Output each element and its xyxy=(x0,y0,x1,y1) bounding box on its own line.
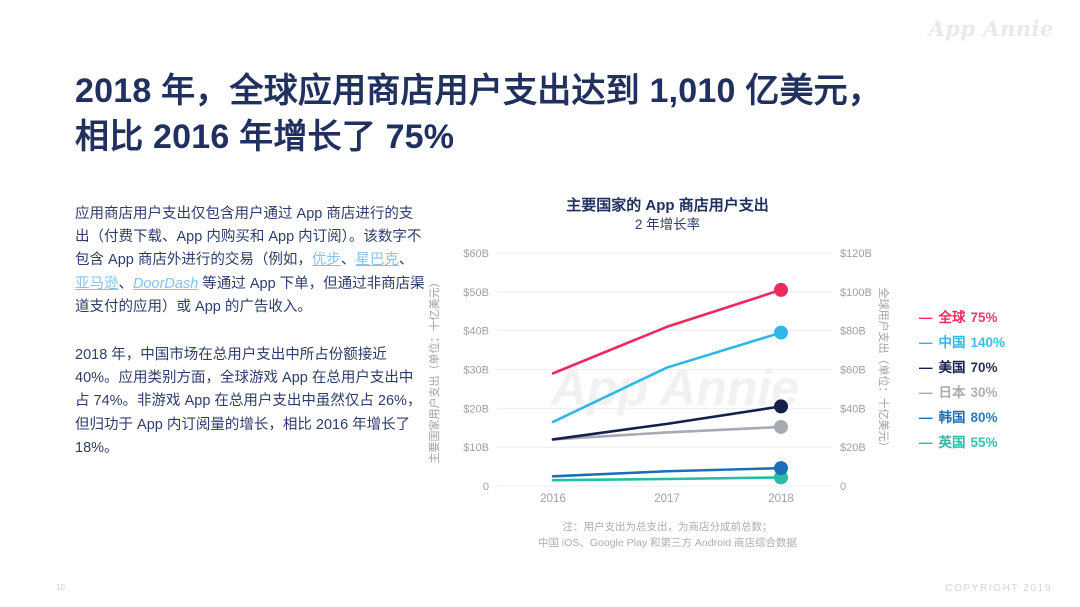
copyright-label: COPYRIGHT 2019 xyxy=(945,583,1052,594)
legend-dash-icon: — xyxy=(919,310,933,325)
legend-item: — 全球 75% xyxy=(919,306,1005,331)
legend-growth-value: 75% xyxy=(970,310,998,325)
series-end-dot xyxy=(774,419,788,434)
chart-subtitle: 2 年增长率 xyxy=(634,217,701,232)
page-number: 10 xyxy=(56,583,65,592)
chart-footnote: 注：用户支出为总支出，为商店分成前总数； 中国 iOS、Google Play … xyxy=(425,519,910,552)
chart-watermark: App Annie xyxy=(549,360,799,416)
left-axis-label: 主要国家用户支出（单位：十亿美元） xyxy=(427,277,441,464)
legend-series-name: 美国 xyxy=(938,360,966,375)
legend-item: — 英国 55% xyxy=(919,431,1005,456)
x-axis-tick: 2017 xyxy=(654,493,680,505)
paragraph-china-share: 2018 年，中国市场在总用户支出中所占份额接近 40%。应用类别方面，全球游戏… xyxy=(75,346,422,456)
legend-growth-value: 70% xyxy=(970,360,998,375)
legend-dash-icon: — xyxy=(919,435,933,450)
left-axis-tick: $50B xyxy=(463,287,489,299)
series-line xyxy=(551,405,783,441)
series-line xyxy=(551,288,783,375)
paragraph-text: 、 xyxy=(398,252,414,269)
left-axis-tick: $60B xyxy=(463,248,489,260)
legend-dash-icon: — xyxy=(919,385,933,400)
series-end-dot xyxy=(774,399,788,414)
right-axis-tick: $40B xyxy=(840,403,866,415)
paragraph-text: 、 xyxy=(118,275,134,292)
legend-series-name: 英国 xyxy=(938,435,966,450)
inline-link[interactable]: DoorDash xyxy=(133,275,199,292)
chart-generated-layer: $60B $120B $50B $100B $40B $80B $30B $60B $20B $4… xyxy=(463,248,872,505)
series-line xyxy=(551,331,783,424)
slide-title: 2018 年，全球应用商店用户支出达到 1,010 亿美元， 相比 2016 年… xyxy=(75,68,975,160)
paragraph-definition: 应用商店用户支出仅包含用户通过 App 商店进行的支出（付费下载、App 内购买… xyxy=(75,203,427,319)
left-axis-tick: $40B xyxy=(463,326,489,338)
series-line xyxy=(551,476,783,482)
slide-title-line2: 相比 2016 年增长了 75% xyxy=(75,118,455,157)
legend-item: — 中国 140% xyxy=(919,331,1005,356)
legend-item: — 日本 30% xyxy=(919,381,1005,406)
series-end-dot xyxy=(774,461,788,476)
legend-series-name: 日本 xyxy=(938,385,966,400)
legend-item: — 美国 70% xyxy=(919,356,1005,381)
right-axis-tick: $100B xyxy=(840,287,872,299)
series-end-dot xyxy=(774,282,788,297)
legend-series-name: 中国 xyxy=(938,335,966,350)
left-axis-tick: 0 xyxy=(483,481,489,493)
x-axis-tick: 2016 xyxy=(540,493,566,505)
legend-growth-value: 55% xyxy=(970,435,998,450)
chart-footnote-line2: 中国 iOS、Google Play 和第三方 Android 商店综合数据 xyxy=(537,537,798,550)
legend-series-name: 全球 xyxy=(938,310,966,325)
slide-title-line1: 2018 年，全球应用商店用户支出达到 1,010 亿美元， xyxy=(75,72,883,110)
legend-dash-icon: — xyxy=(919,360,933,375)
chart-legend: — 全球 75% — 中国 140% — 美国 70% — 日本 30% — 韩国 80% — 英国 55% xyxy=(919,306,1005,456)
x-axis-tick: 2018 xyxy=(768,493,794,505)
chart-footnote-line1: 注：用户支出为总支出，为商店分成前总数； xyxy=(562,521,773,533)
inline-link[interactable]: 优步 xyxy=(311,252,341,269)
chart-title: 主要国家的 App 商店用户支出 xyxy=(566,197,769,214)
spend-chart-svg: App Annie $60B $120B $50B $100B $40B $80B $30B… xyxy=(427,248,891,505)
right-axis-tick: 0 xyxy=(840,481,846,493)
paragraph-text: 应用商店用户支出仅包含用户通过 App 商店进行的支出（付费下载、App 内购买… xyxy=(75,206,422,269)
right-axis-tick: $80B xyxy=(840,326,866,338)
right-axis-tick: $60B xyxy=(840,365,866,377)
right-axis-label: 全球用户支出（单位：十亿美元） xyxy=(877,288,891,453)
paragraph-text: 等通过 App 下单，但通过非商店渠道支付的应用）或 App 的广告收入。 xyxy=(75,275,425,315)
right-axis-tick: $120B xyxy=(840,248,872,260)
app-annie-logo: App Annie xyxy=(928,16,1054,41)
series-line xyxy=(551,466,783,478)
series-end-dot xyxy=(774,325,788,340)
legend-dash-icon: — xyxy=(919,335,933,350)
legend-dash-icon: — xyxy=(919,410,933,425)
legend-item: — 韩国 80% xyxy=(919,406,1005,431)
paragraph-text: 、 xyxy=(340,252,356,269)
inline-link[interactable]: 亚马逊 xyxy=(75,275,119,292)
legend-growth-value: 30% xyxy=(970,385,998,400)
left-axis-tick: $30B xyxy=(463,365,489,377)
legend-growth-value: 140% xyxy=(970,335,1006,350)
series-line xyxy=(551,425,783,441)
inline-link[interactable]: 星巴克 xyxy=(355,252,399,269)
body-text-column: 应用商店用户支出仅包含用户通过 App 商店进行的支出（付费下载、App 内购买… xyxy=(75,203,427,485)
right-axis-tick: $20B xyxy=(840,442,866,454)
left-axis-tick: $10B xyxy=(463,442,489,454)
chart-section: 主要国家的 App 商店用户支出 2 年增长率 App Annie $60B $1… xyxy=(425,196,910,552)
legend-series-name: 韩国 xyxy=(938,410,966,425)
left-axis-tick: $20B xyxy=(463,403,489,415)
legend-growth-value: 80% xyxy=(970,410,998,425)
